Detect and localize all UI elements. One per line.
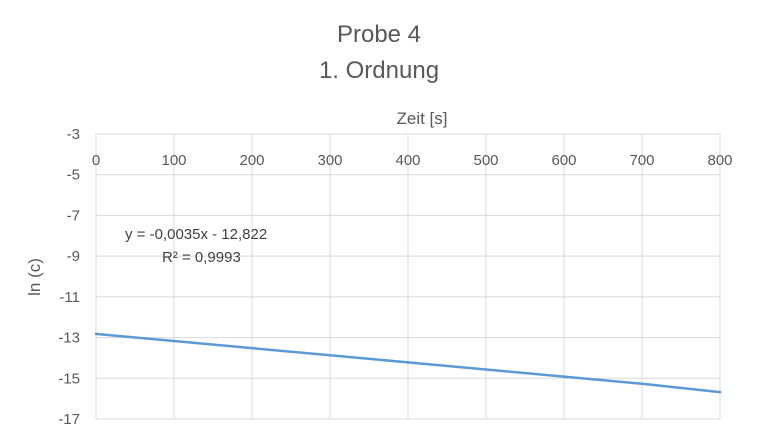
gridlines bbox=[95, 133, 721, 420]
y-tick-label: -9 bbox=[67, 248, 80, 265]
x-tick-label: 600 bbox=[551, 152, 576, 169]
x-tick-label: 800 bbox=[707, 152, 732, 169]
y-tick-label: -5 bbox=[67, 167, 80, 184]
x-tick-label: 300 bbox=[317, 152, 342, 169]
x-tick-label: 100 bbox=[161, 152, 186, 169]
data-point bbox=[640, 382, 644, 386]
data-point bbox=[172, 339, 176, 343]
data-series bbox=[94, 332, 722, 394]
y-tick-label: -13 bbox=[58, 330, 80, 347]
data-point bbox=[484, 368, 488, 371]
y-axis-title: ln (c) bbox=[25, 258, 44, 296]
y-tick-label: -3 bbox=[67, 126, 80, 143]
y-tick-label: -11 bbox=[59, 289, 80, 306]
data-point bbox=[328, 353, 332, 357]
data-point bbox=[94, 332, 98, 336]
x-tick-label: 200 bbox=[239, 152, 264, 169]
chart-title-line-1: Probe 4 bbox=[337, 21, 421, 48]
data-point bbox=[718, 390, 722, 394]
x-tick-label: 700 bbox=[629, 152, 654, 169]
x-tick-label: 500 bbox=[473, 152, 498, 169]
x-axis-title: Zeit [s] bbox=[396, 109, 447, 128]
y-tick-label: -7 bbox=[67, 207, 80, 224]
data-point bbox=[406, 361, 410, 364]
x-axis-ticks: 0 100 200 300 400 500 600 700 800 bbox=[92, 152, 733, 169]
y-axis-ticks: -3 -5 -7 -9 -11 -13 -15 -17 bbox=[58, 126, 80, 428]
y-tick-label: -15 bbox=[58, 370, 80, 387]
data-point bbox=[562, 375, 566, 378]
y-tick-label: -17 bbox=[58, 411, 80, 428]
data-point bbox=[250, 346, 254, 350]
chart-title-line-2: 1. Ordnung bbox=[319, 57, 439, 84]
trendline-equation: y = -0,0035x - 12,822 bbox=[125, 226, 267, 243]
x-tick-label: 0 bbox=[92, 152, 100, 169]
trendline-r-squared: R² = 0,9993 bbox=[162, 249, 241, 266]
x-tick-label: 400 bbox=[395, 152, 420, 169]
